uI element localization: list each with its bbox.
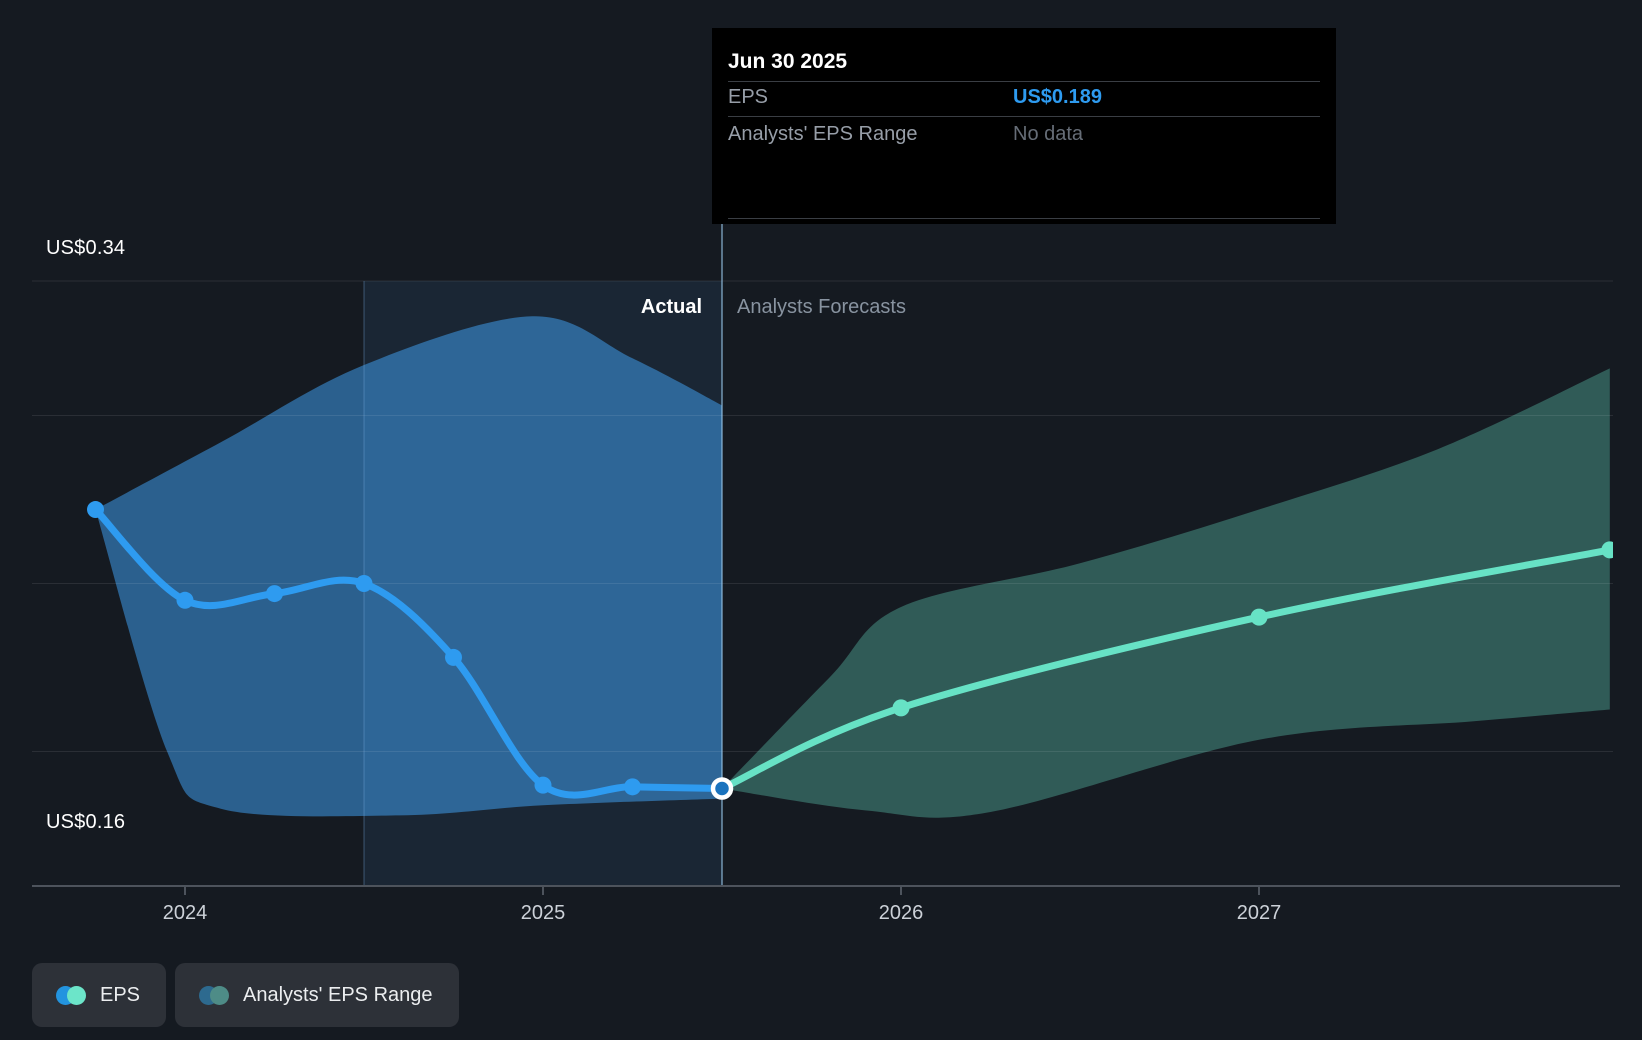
eps-data-point[interactable] [624, 778, 641, 796]
eps-data-point[interactable] [355, 574, 373, 592]
forecast-data-point[interactable] [892, 699, 910, 717]
chart-legend: EPS Analysts' EPS Range [32, 963, 459, 1027]
eps-data-point[interactable] [87, 501, 104, 519]
tooltip-date: Jun 30 2025 [728, 50, 848, 73]
tooltip-range-value: No data [1013, 123, 1084, 145]
tooltip-eps-value: US$0.189 [1013, 86, 1102, 108]
analysts-eps-range-area [722, 368, 1610, 818]
eps-data-point[interactable] [176, 591, 194, 609]
x-tick-label: 2026 [879, 902, 924, 924]
tooltip-range-label: Analysts' EPS Range [728, 123, 918, 145]
actual-eps-range-area [95, 316, 722, 817]
eps-data-point[interactable] [534, 776, 552, 794]
forecast-data-point[interactable] [1250, 608, 1268, 626]
eps-data-point[interactable] [445, 648, 462, 666]
plot-right-mask [1613, 0, 1642, 885]
legend-label: EPS [100, 983, 141, 1006]
actual-phase-label: Actual [640, 296, 702, 318]
forecast-phase-label: Analysts Forecasts [737, 296, 906, 318]
legend-item-eps[interactable]: EPS [32, 963, 167, 1027]
y-axis-min-label: US$0.16 [46, 811, 126, 833]
tooltip-eps-label: EPS [728, 86, 769, 108]
legend-item-analysts-eps-range[interactable]: Analysts' EPS Range [175, 963, 459, 1027]
x-tick-label: 2025 [521, 902, 566, 924]
tooltip-divider [728, 218, 1320, 219]
y-axis-max-label: US$0.34 [46, 237, 126, 259]
eps-legend-dots-icon [56, 985, 86, 1005]
x-tick-label: 2024 [163, 902, 208, 924]
eps-data-point[interactable] [266, 585, 283, 603]
tooltip-divider [728, 81, 1320, 82]
tooltip-divider [728, 116, 1320, 117]
range-legend-dots-icon [199, 985, 230, 1005]
chart-tooltip: Jun 30 2025 EPS US$0.189 Analysts' EPS R… [712, 28, 1336, 224]
legend-label: Analysts' EPS Range [243, 983, 433, 1006]
x-tick-label: 2027 [1237, 902, 1282, 924]
eps-forecast-line [718, 546, 1614, 792]
selected-data-point[interactable] [710, 777, 734, 800]
